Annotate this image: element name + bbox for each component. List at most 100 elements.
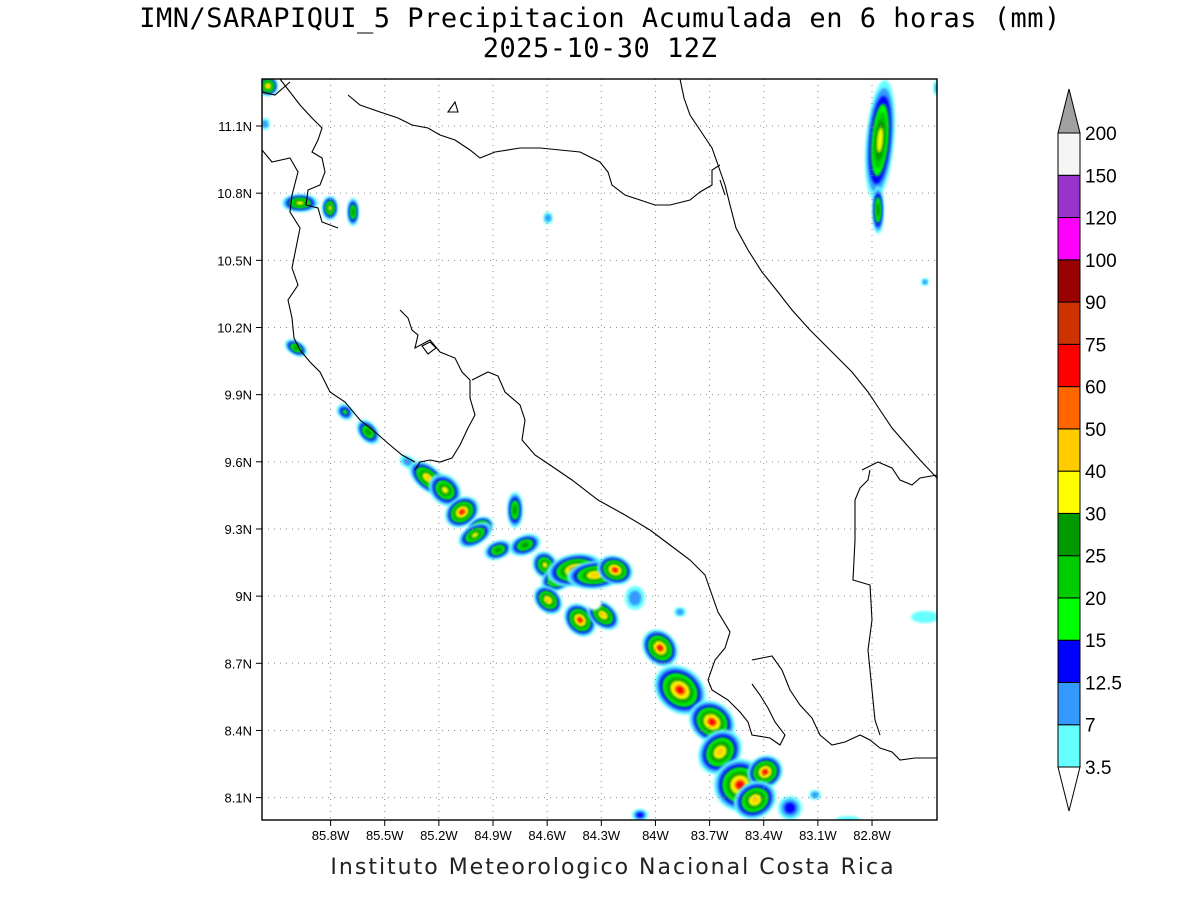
- precip-contour: [751, 796, 759, 804]
- precip-contour: [811, 791, 819, 799]
- coastlines: [262, 79, 937, 761]
- precip-contour: [657, 644, 663, 652]
- lat-tick-label: 9.9N: [225, 388, 252, 403]
- precip-contour: [471, 532, 479, 538]
- colorbar-bin: [1057, 639, 1081, 683]
- colorbar-label: 30: [1085, 504, 1106, 525]
- gulf-island: [421, 341, 437, 355]
- colorbar: 3.5 7 12.5 15 20 25 30 40 50 60 75 90 100 120 150 200: [1057, 88, 1122, 812]
- lon-tick-label: 84W: [642, 828, 669, 843]
- precip-contour: [266, 84, 270, 88]
- precip-contour: [836, 816, 860, 820]
- precip-contour: [676, 608, 684, 616]
- precip-contour: [521, 542, 529, 548]
- lat-tick-label: 9.3N: [225, 522, 252, 537]
- precip-contour: [636, 812, 644, 818]
- colorbar-under-arrow: [1057, 766, 1081, 812]
- precip-contour: [342, 409, 348, 415]
- colorbar-label: 100: [1085, 251, 1117, 272]
- precip-contour: [762, 769, 768, 775]
- colorbar-bin: [1057, 681, 1081, 726]
- colorbar-label: 3.5: [1085, 758, 1111, 779]
- precip-contour: [365, 429, 371, 435]
- colorbar-label: 75: [1085, 335, 1106, 356]
- colorbar-bin: [1057, 555, 1081, 599]
- precip-contour: [351, 208, 355, 216]
- colorbar-label: 20: [1085, 589, 1106, 610]
- lon-tick-label: 85.8W: [312, 828, 350, 843]
- colorbar-bin: [1057, 724, 1081, 768]
- colorbar-bin: [1057, 343, 1081, 388]
- precip-contour: [922, 279, 928, 285]
- lon-tick-label: 84.3W: [583, 828, 621, 843]
- lon-tick-label: 84.9W: [474, 828, 512, 843]
- colorbar-bin: [1057, 470, 1081, 514]
- border-segment: [719, 179, 726, 196]
- colorbar-label: 150: [1085, 166, 1117, 187]
- precip-contour: [933, 80, 937, 96]
- lat-tick-label: 8.4N: [225, 723, 252, 738]
- precip-contour: [628, 590, 642, 606]
- precip-contour: [494, 547, 502, 553]
- precip-contour: [612, 567, 618, 573]
- nicoya-gulf-coast: [399, 309, 476, 471]
- precip-contour: [459, 509, 465, 515]
- map-axes: 85.8W 85.5W 85.2W 84.9W 84.6W 84.3W 84W 83.7W 83…: [217, 119, 891, 843]
- lat-tick-label: 9N: [235, 589, 252, 604]
- lake-island: [446, 100, 459, 113]
- map-frame: [261, 78, 938, 821]
- lat-tick-label: 10.8N: [217, 186, 252, 201]
- precip-contour: [293, 345, 299, 351]
- map-subtitle: 2025-10-30 12Z: [482, 33, 718, 64]
- precip-contour: [934, 83, 937, 93]
- lat-tick-label: 8.1N: [225, 791, 252, 806]
- lon-tick-label: 83.4W: [745, 828, 783, 843]
- map-plot-area: [262, 79, 937, 820]
- lat-tick-label: 11.1N: [218, 119, 252, 134]
- lon-tick-label: 82.8W: [853, 828, 891, 843]
- colorbar-label: 7: [1085, 716, 1096, 737]
- colorbar-label: 50: [1085, 420, 1106, 441]
- precip-contour: [876, 127, 884, 153]
- precip-contour: [784, 802, 796, 814]
- lat-tick-label: 8.7N: [225, 656, 252, 671]
- colorbar-bin: [1057, 301, 1081, 345]
- colorbar-label: 15: [1085, 631, 1106, 652]
- golfito-coast: [751, 655, 937, 761]
- precip-contour: [424, 474, 432, 482]
- lat-tick-label: 10.2N: [217, 320, 252, 335]
- colorbar-bin: [1057, 132, 1081, 176]
- colorbar-label: 40: [1085, 462, 1106, 483]
- colorbar-label: 60: [1085, 378, 1106, 399]
- osa-peninsula: [707, 679, 786, 746]
- map-title: IMN/SARAPIQUI_5 Precipitacion Acumulada …: [139, 3, 1061, 34]
- precip-contour: [513, 505, 517, 515]
- precip-contour: [441, 486, 449, 494]
- precipitation-field: [262, 79, 937, 820]
- colorbar-bin: [1057, 386, 1081, 430]
- colorbar-bin: [1057, 512, 1081, 557]
- precip-contour: [328, 205, 332, 211]
- colorbar-bin: [1057, 174, 1081, 219]
- precip-contour: [544, 214, 552, 222]
- precip-contour: [296, 201, 304, 205]
- caribbean-coast: [679, 79, 937, 479]
- precip-contour: [675, 685, 685, 695]
- lon-tick-label: 83.1W: [799, 828, 837, 843]
- nicaragua-costa-rica-coastline: [262, 149, 416, 463]
- precip-gap: [586, 592, 602, 610]
- colorbar-label: 120: [1085, 209, 1117, 230]
- precip-contour: [589, 572, 601, 578]
- lat-tick-label: 9.6N: [225, 455, 252, 470]
- precip-contour: [542, 562, 548, 568]
- precip-contour: [262, 120, 269, 128]
- colorbar-label: 90: [1085, 293, 1106, 314]
- colorbar-label: 12.5: [1085, 673, 1122, 694]
- colorbar-bin: [1057, 259, 1081, 303]
- lon-tick-label: 83.7W: [691, 828, 729, 843]
- credit-text: Instituto Meteorologico Nacional Costa R…: [330, 855, 896, 880]
- precip-contour: [876, 204, 880, 216]
- lon-tick-label: 85.2W: [420, 828, 458, 843]
- colorbar-bin: [1057, 597, 1081, 641]
